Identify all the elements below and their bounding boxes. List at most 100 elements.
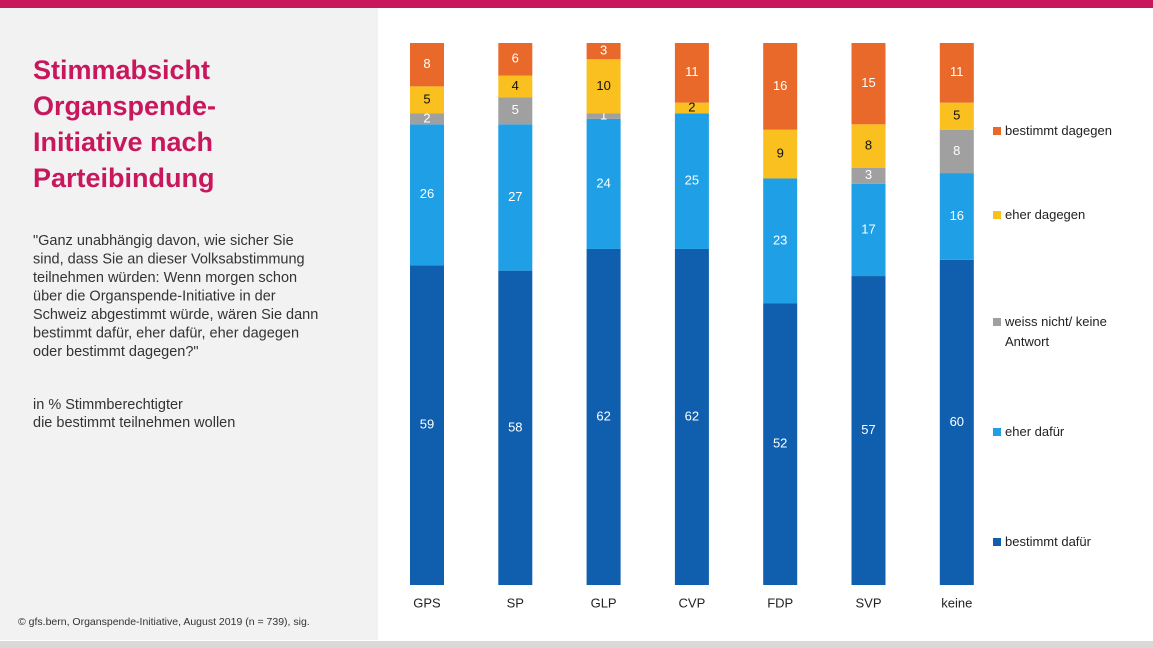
- bar-segment: [851, 43, 886, 125]
- question-line: über die Organspende-Initiative in der: [33, 288, 276, 304]
- data-label: 57: [861, 422, 875, 437]
- data-label: 27: [508, 189, 522, 204]
- bar-segment: [763, 129, 798, 179]
- data-label: 26: [420, 186, 434, 201]
- data-label: 16: [773, 78, 787, 93]
- question-line: oder bestimmt dagegen?": [33, 344, 199, 360]
- x-tick-label: keine: [941, 595, 972, 610]
- bar-segment: [586, 43, 621, 60]
- data-label: 5: [953, 108, 960, 123]
- legend-label: eher dagegen: [1005, 207, 1086, 222]
- bar-segment: [410, 43, 444, 87]
- legend-swatch: [993, 211, 1001, 219]
- bar-segment: [674, 102, 709, 114]
- note-line: in % Stimmberechtigter: [33, 397, 183, 413]
- bar-segment: [498, 43, 533, 76]
- data-label: 58: [508, 419, 522, 434]
- data-label: 62: [596, 408, 610, 423]
- legend-label: eher dafür: [1005, 424, 1065, 439]
- title-line: Organspende-: [33, 91, 216, 121]
- bar-segment: [586, 248, 621, 585]
- data-label: 4: [512, 78, 519, 93]
- bar-segment: [939, 173, 974, 260]
- x-tick-label: GPS: [413, 595, 441, 610]
- x-tick-label: FDP: [767, 595, 793, 610]
- source: © gfs.bern, Organspende-Initiative, Augu…: [18, 616, 310, 628]
- bar-segment: [763, 43, 798, 130]
- bar-segment: [763, 178, 798, 304]
- question-line: Schweiz abgestimmt würde, wären Sie dann: [33, 307, 318, 323]
- bar-segment: [586, 113, 621, 119]
- data-label: 8: [865, 137, 872, 152]
- bar-segment: [939, 259, 974, 585]
- data-label: 5: [512, 102, 519, 117]
- bar-segment: [586, 118, 621, 249]
- data-label: 23: [773, 232, 787, 247]
- data-label: 8: [953, 143, 960, 158]
- bar-segment: [498, 270, 533, 585]
- bar-segment: [498, 75, 533, 98]
- data-label: 59: [420, 417, 434, 432]
- data-label: 24: [596, 175, 610, 190]
- data-label: 10: [596, 78, 610, 93]
- bar-segment: [498, 97, 533, 125]
- bar-segment: [674, 113, 709, 249]
- bottom-bar: [0, 641, 1153, 648]
- data-label: 16: [950, 208, 964, 223]
- question-line: bestimmt dafür, eher dafür, eher dagegen: [33, 325, 299, 341]
- bar-segment: [674, 43, 709, 103]
- data-label: 5: [423, 91, 430, 106]
- data-label: 62: [685, 408, 699, 423]
- data-label: 15: [861, 75, 875, 90]
- legend-swatch: [993, 127, 1001, 135]
- legend-swatch: [993, 538, 1001, 546]
- x-tick-label: SVP: [855, 595, 881, 610]
- question-line: teilnehmen würden: Wenn morgen schon: [33, 270, 297, 286]
- data-label: 2: [423, 110, 430, 125]
- bar-segment: [939, 102, 974, 130]
- data-label: 8: [423, 56, 430, 71]
- legend-label: weiss nicht/ keine Antwort: [1005, 314, 1107, 349]
- data-label: 3: [865, 167, 872, 182]
- legend-swatch: [993, 318, 1001, 326]
- data-label: 1: [600, 108, 607, 123]
- question-line: "Ganz unabhängig davon, wie sicher Sie: [33, 233, 294, 249]
- data-label: 25: [685, 173, 699, 188]
- bar-segment: [674, 248, 709, 585]
- data-label: 52: [773, 436, 787, 451]
- bar-segment: [410, 265, 444, 585]
- bar-segment: [851, 276, 886, 585]
- question-line: sind, dass Sie an dieser Volksabstimmung: [33, 251, 305, 267]
- bar-segment: [939, 129, 974, 174]
- bar-segment: [939, 43, 974, 103]
- side-panel: [0, 8, 378, 640]
- data-label: 6: [512, 51, 519, 66]
- legend-swatch: [993, 428, 1001, 436]
- x-tick-label: SP: [507, 595, 524, 610]
- data-label: 2: [688, 99, 695, 114]
- bar-segment: [586, 59, 621, 114]
- data-label: 11: [685, 64, 699, 79]
- legend-label: bestimmt dagegen: [1005, 123, 1112, 138]
- bar-segment: [410, 86, 444, 114]
- bar-segment: [851, 124, 886, 168]
- bar-segment: [410, 113, 444, 125]
- data-label: 17: [861, 221, 875, 236]
- x-tick-label: CVP: [679, 595, 706, 610]
- legend-label: bestimmt dafür: [1005, 534, 1091, 549]
- bar-segment: [498, 124, 533, 271]
- bar-segment: [851, 183, 886, 277]
- bar-segment: [410, 124, 444, 266]
- data-label: 60: [950, 414, 964, 429]
- title-line: Stimmabsicht: [33, 55, 210, 85]
- data-label: 9: [777, 146, 784, 161]
- top-bar: [0, 0, 1153, 8]
- note-line: die bestimmt teilnehmen wollen: [33, 415, 235, 431]
- data-label: 3: [600, 43, 607, 58]
- bar-segment: [763, 303, 798, 585]
- data-label: 11: [950, 64, 964, 79]
- title-line: Initiative nach: [33, 127, 213, 157]
- x-tick-label: GLP: [591, 595, 617, 610]
